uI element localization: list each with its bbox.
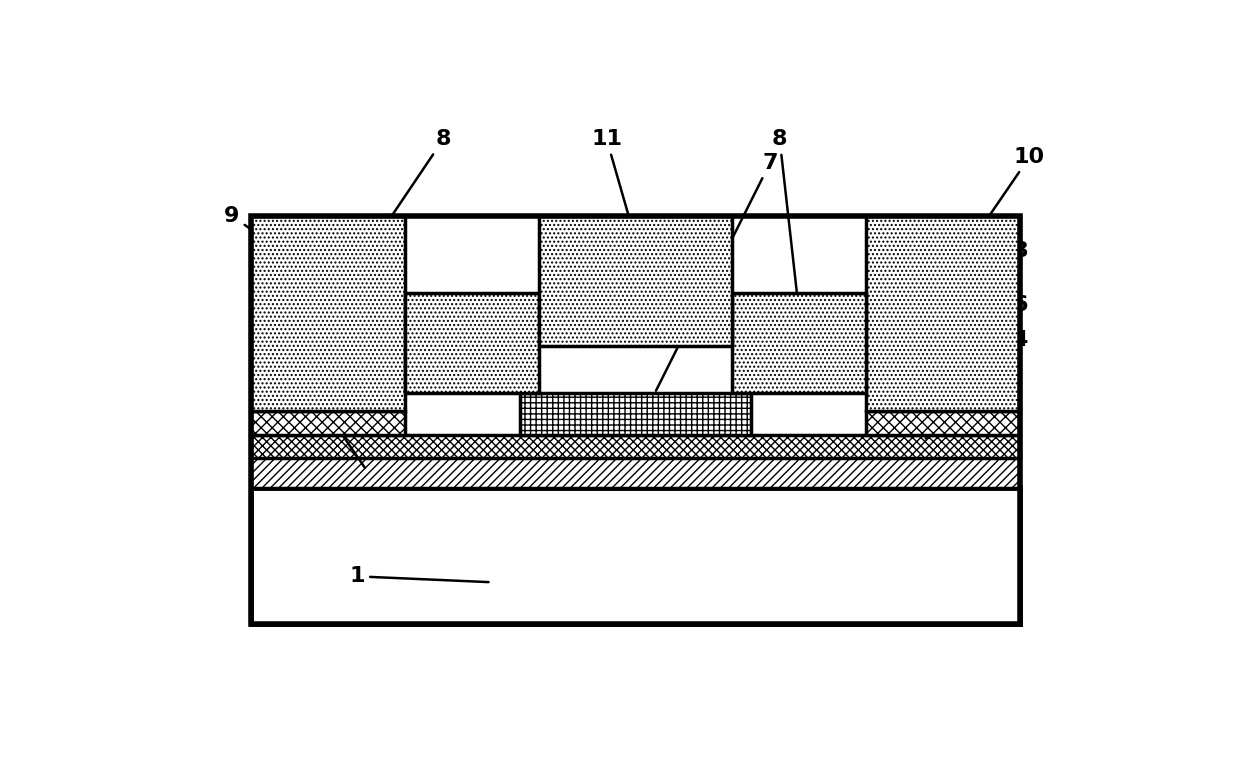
Bar [866,411,1019,435]
Text: 10: 10 [955,147,1045,267]
Bar [250,216,1019,624]
Bar [250,216,404,411]
Text: 11: 11 [591,130,635,237]
Text: 5: 5 [253,283,308,420]
Bar [250,488,1019,624]
Text: 3: 3 [281,347,365,468]
Text: 9: 9 [224,206,306,268]
Bar [250,435,1019,458]
Bar [539,216,732,346]
Bar [250,411,404,435]
Text: 8: 8 [253,248,440,339]
Bar [404,293,539,393]
Text: 7: 7 [656,153,777,390]
Text: 8: 8 [771,130,799,308]
Text: 8: 8 [330,130,451,308]
Text: 8: 8 [801,242,1028,339]
Text: 6: 6 [945,295,1028,420]
Text: 4: 4 [926,330,1028,439]
Text: 1: 1 [350,566,489,586]
Bar [250,453,1019,488]
Text: 4: 4 [253,318,346,438]
Bar [732,293,866,393]
Bar [866,216,1019,411]
Bar [521,393,750,435]
